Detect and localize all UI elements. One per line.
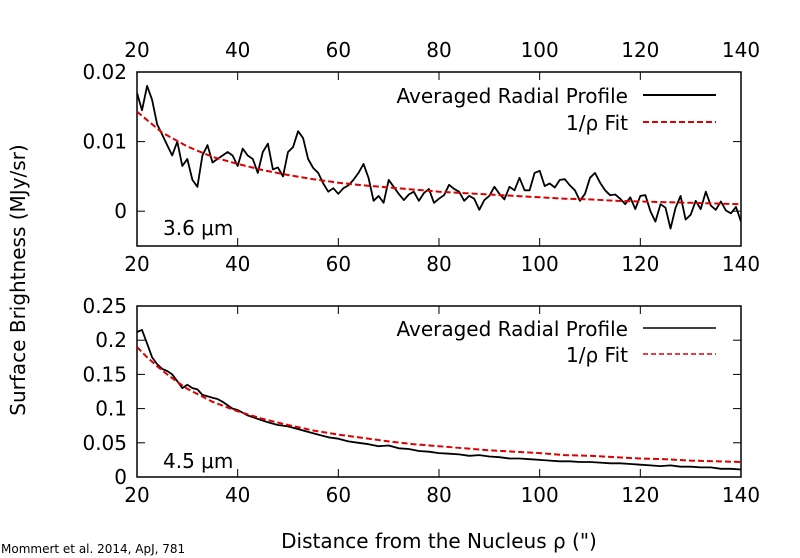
x-tick-label: 100 (521, 483, 559, 507)
x-tick-label-top: 60 (326, 38, 351, 62)
y-tick-label: 0.2 (95, 328, 127, 352)
y-tick-label: 0.05 (82, 431, 127, 455)
x-tick-label: 80 (426, 483, 451, 507)
x-tick-label-top: 140 (722, 38, 760, 62)
series-lines (137, 328, 741, 471)
series-line-profile (137, 328, 741, 471)
y-tick-label: 0.02 (82, 60, 127, 84)
series-line-profile (137, 85, 741, 230)
x-tick-label: 60 (326, 252, 351, 276)
x-tick-label-top: 40 (225, 38, 250, 62)
tick-labels: 20 20 40 40 60 60 80 80 100 100 120 120 140 140 0 0.01 0… (82, 38, 760, 276)
series-line-fit (137, 346, 741, 463)
legend-label-fit: 1/ρ Fit (566, 111, 628, 135)
legend: Averaged Radial Profile 1/ρ Fit (396, 84, 716, 135)
legend-label-fit: 1/ρ Fit (566, 343, 628, 367)
legend-label-profile: Averaged Radial Profile (396, 317, 628, 341)
y-tick-label: 0.25 (82, 294, 127, 318)
y-tick-label: 0 (114, 465, 127, 489)
x-tick-label-top: 20 (124, 38, 149, 62)
x-tick-label: 60 (326, 483, 351, 507)
x-axis-title: Distance from the Nucleus ρ (") (281, 529, 597, 553)
x-tick-label-top: 100 (521, 38, 559, 62)
x-tick-label: 120 (621, 252, 659, 276)
legend: Averaged Radial Profile 1/ρ Fit (396, 317, 716, 367)
tick-marks (136, 305, 742, 478)
x-tick-label: 120 (621, 483, 659, 507)
tick-marks (136, 71, 742, 246)
panel-label: 3.6 μm (163, 216, 233, 240)
legend-label-profile: Averaged Radial Profile (396, 84, 628, 108)
y-tick-label: 0.15 (82, 362, 127, 386)
series-line-fit (137, 110, 741, 206)
x-tick-label: 100 (521, 252, 559, 276)
panel-3-6-micron: 20 20 40 40 60 60 80 80 100 100 120 120 140 140 0 0.01 0… (82, 38, 760, 276)
x-tick-label: 140 (722, 252, 760, 276)
panel-4-5-micron: 20 40 60 80 100 120 140 0 0.05 0.1 0.15 0.2 0.25 Ave… (82, 294, 760, 507)
x-tick-label: 20 (124, 252, 149, 276)
y-tick-label: 0 (114, 199, 127, 223)
x-tick-label: 40 (225, 483, 250, 507)
x-tick-label-top: 120 (621, 38, 659, 62)
tick-labels: 20 40 60 80 100 120 140 0 0.05 0.1 0.15 0.2 0.25 (82, 294, 760, 507)
panel-label: 4.5 μm (163, 449, 233, 473)
x-tick-label: 20 (124, 483, 149, 507)
x-tick-label: 40 (225, 252, 250, 276)
series-lines (137, 85, 741, 230)
credit-note: Mommert et al. 2014, ApJ, 781 (1, 542, 185, 556)
y-axis-title: Surface Brightness (MJy/sr) (6, 144, 30, 415)
x-tick-label-top: 80 (426, 38, 451, 62)
y-tick-label: 0.01 (82, 130, 127, 154)
x-tick-label: 80 (426, 252, 451, 276)
y-tick-label: 0.1 (95, 397, 127, 421)
x-tick-label: 140 (722, 483, 760, 507)
